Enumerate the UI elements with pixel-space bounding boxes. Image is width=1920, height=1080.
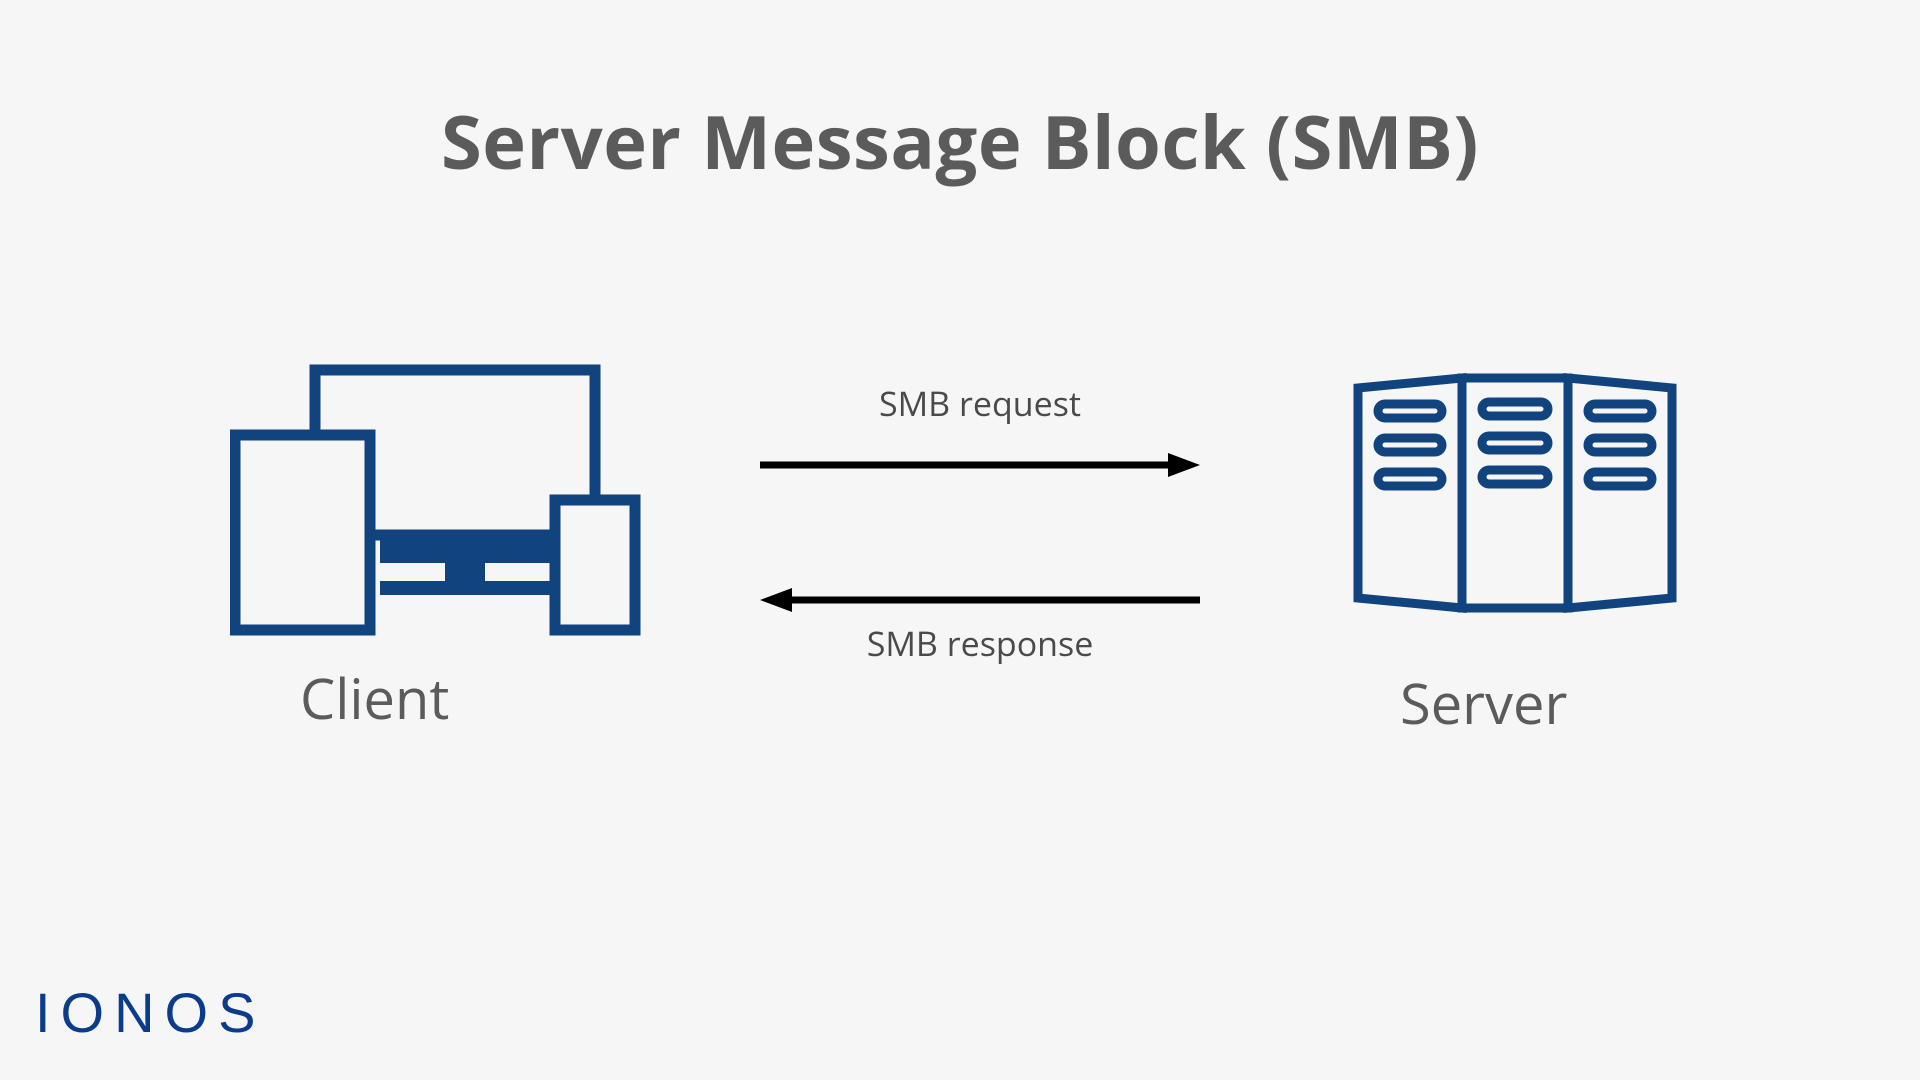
client-node — [230, 360, 650, 645]
arrow-right-icon — [760, 450, 1200, 480]
server-label: Server — [1400, 665, 1567, 741]
server-rack-icon — [1350, 370, 1680, 620]
devices-icon — [230, 360, 650, 640]
smb-diagram: Client SMB request SMB response — [0, 360, 1920, 780]
arrow-left-icon — [760, 585, 1200, 615]
client-label: Client — [300, 660, 449, 736]
page-title: Server Message Block (SMB) — [0, 90, 1920, 191]
request-label: SMB request — [760, 380, 1200, 426]
server-node — [1350, 370, 1680, 625]
ionos-logo: IONOS — [35, 980, 265, 1045]
response-label: SMB response — [760, 620, 1200, 666]
